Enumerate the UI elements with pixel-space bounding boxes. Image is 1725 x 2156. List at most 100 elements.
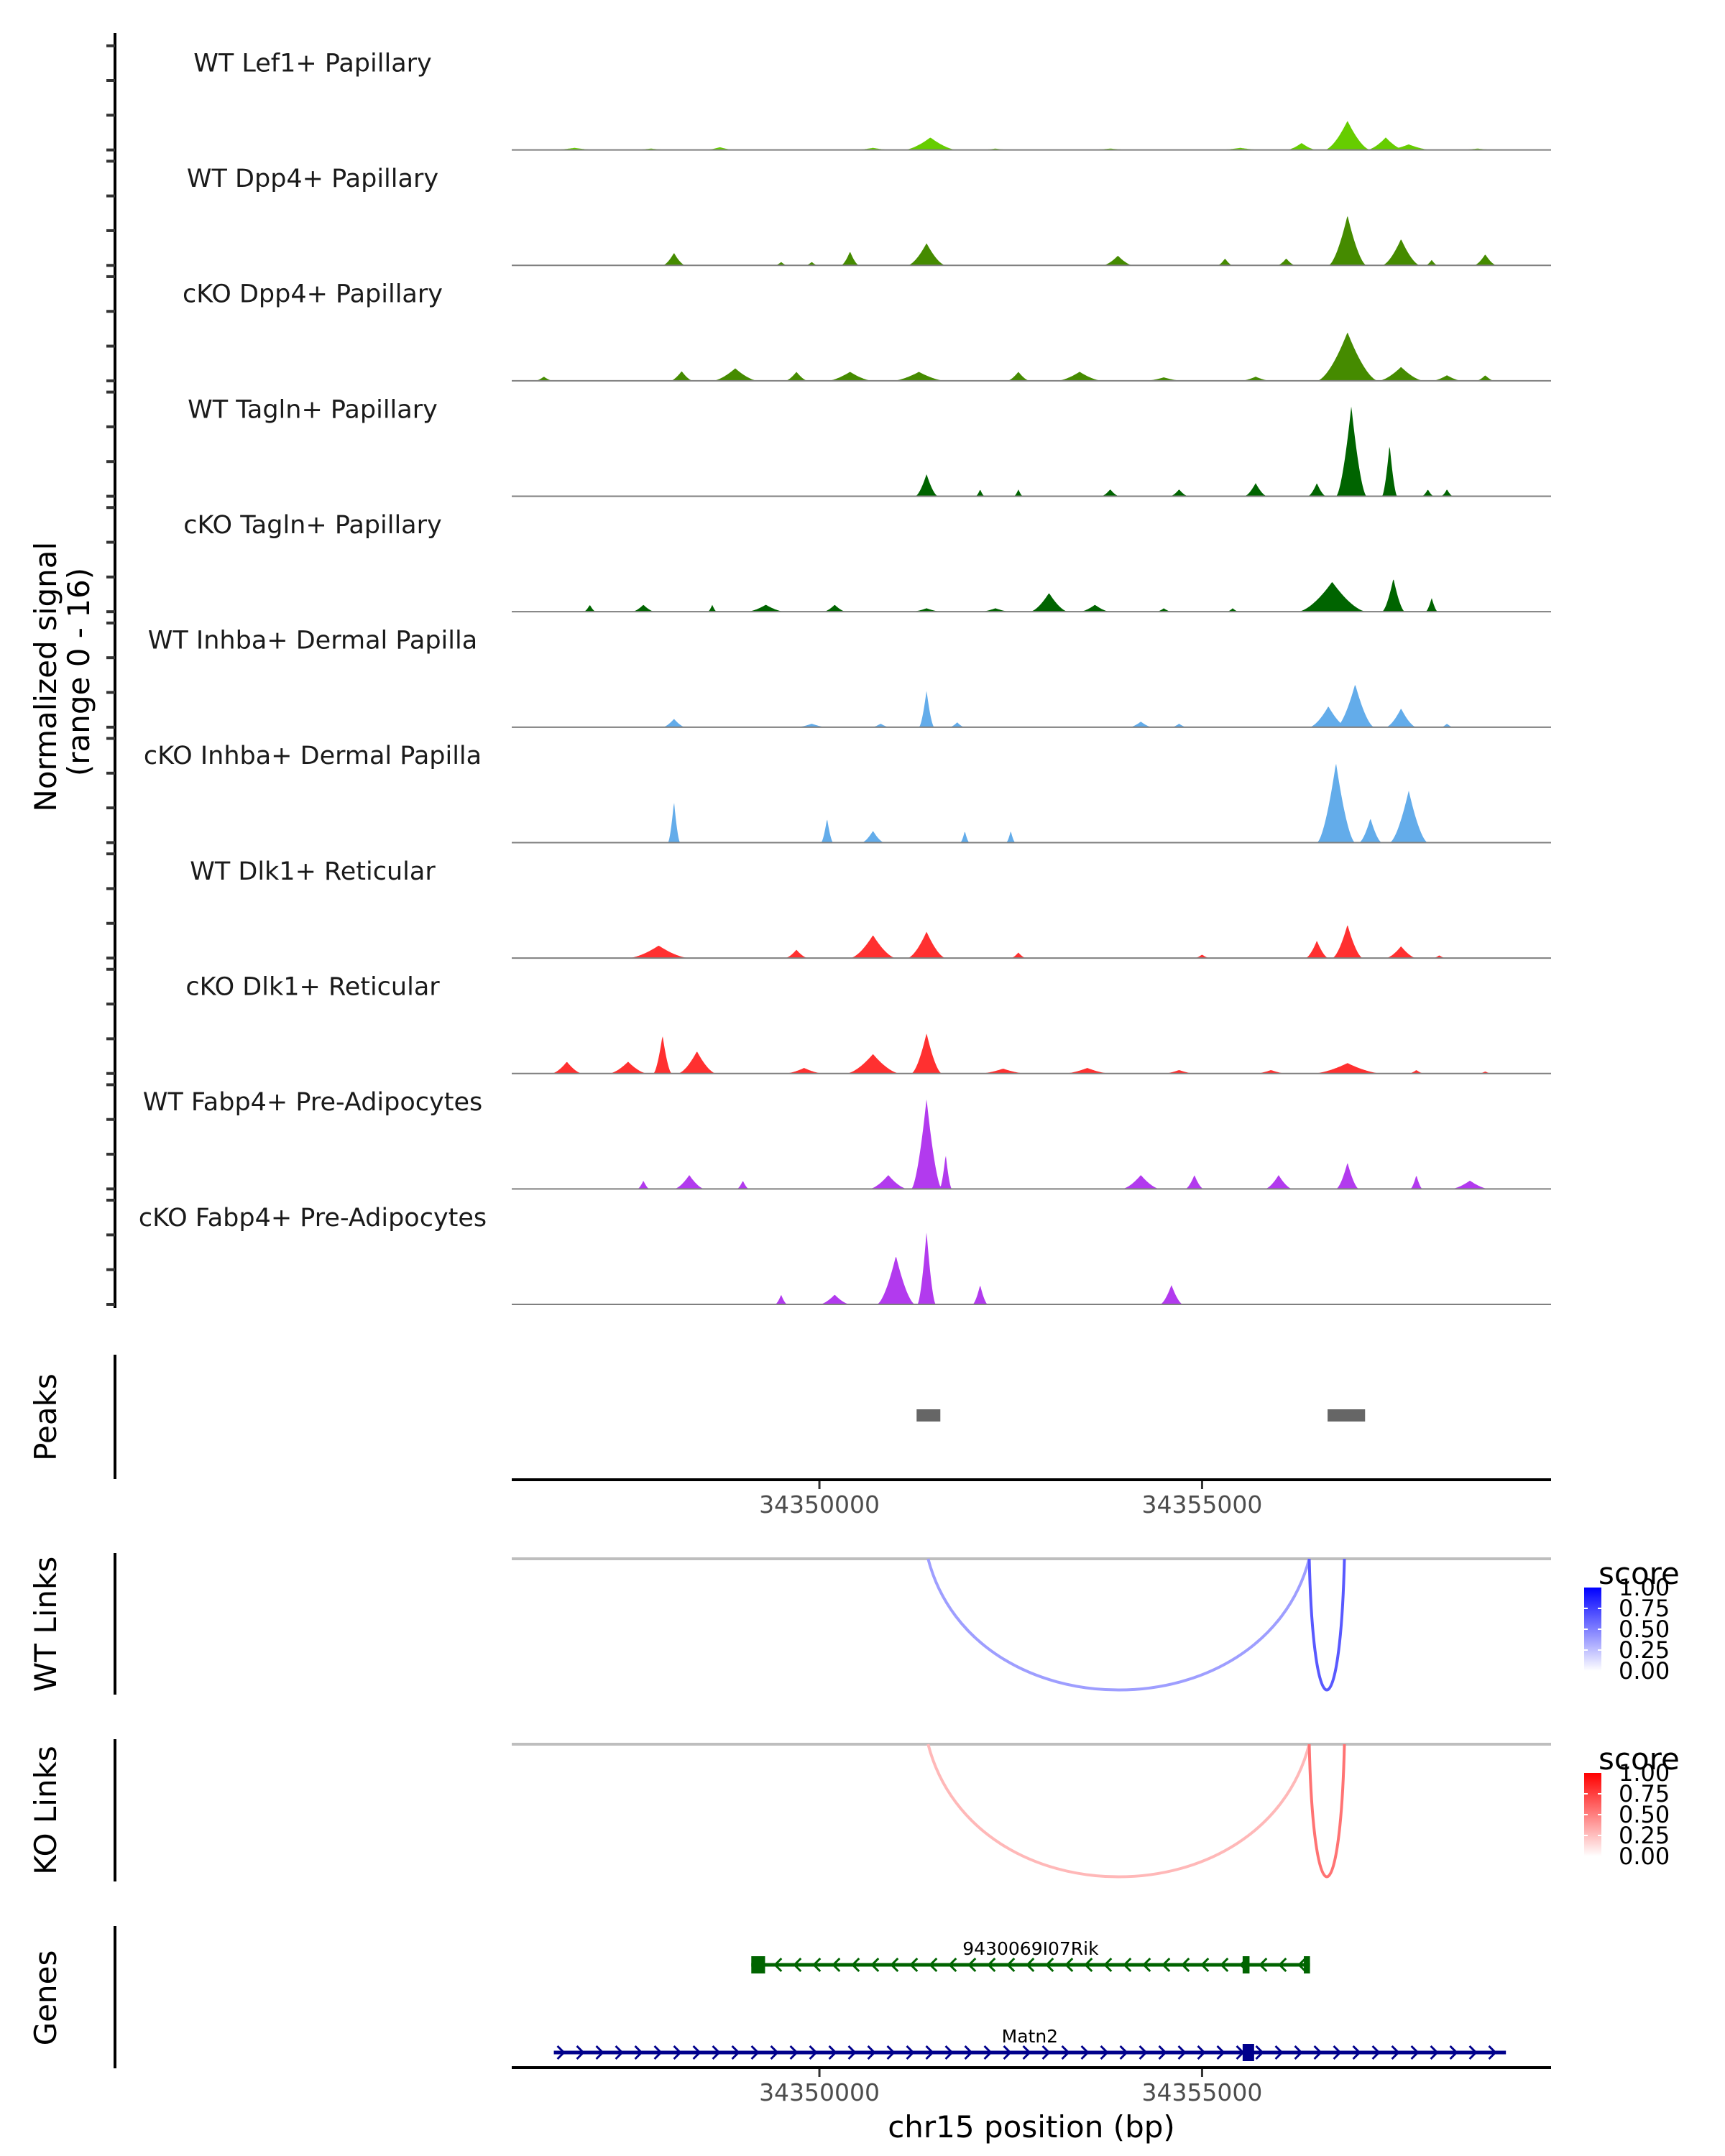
wt-score-legend: score 1.000.750.500.250.00 [1584, 1556, 1680, 1685]
strand-chevron-right-icon [731, 2045, 740, 2060]
coverage-track-label: cKO Dlk1+ Reticular [185, 972, 440, 1001]
strand-chevron-right-icon [1488, 2045, 1497, 2060]
strand-chevron-left-icon [1162, 1957, 1171, 1973]
strand-chevron-right-icon [1468, 2045, 1478, 2060]
strand-chevron-right-icon [1255, 2045, 1264, 2060]
strand-chevron-left-icon [1200, 1957, 1210, 1973]
strand-chevron-right-icon [1080, 2045, 1090, 2060]
strand-chevron-right-icon [1003, 2045, 1012, 2060]
link-arc [926, 1743, 1311, 1879]
strand-chevron-right-icon [750, 2045, 760, 2060]
peak-region [916, 1409, 941, 1422]
strand-chevron-left-icon [773, 1957, 783, 1973]
coverage-track-label: cKO Tagln+ Papillary [183, 511, 442, 540]
link-arc [1307, 1558, 1346, 1692]
strand-chevron-left-icon [909, 1957, 919, 1973]
coverage-track: cKO Dpp4+ Papillary [183, 280, 1551, 382]
legend-tick-label: 0.75 [1619, 1780, 1670, 1807]
coverage-area [512, 579, 1551, 612]
strand-chevron-left-icon [870, 1957, 880, 1973]
gene-exon [1242, 2044, 1254, 2061]
strand-chevron-right-icon [576, 2045, 585, 2060]
coverage-area [512, 406, 1551, 497]
coverage-track: WT Dlk1+ Reticular [190, 857, 1551, 959]
coverage-track: WT Inhba+ Dermal Papilla [148, 627, 1551, 728]
coverage-y-axis-title-line1: Normalized signal [28, 542, 63, 812]
gene-exon [751, 1956, 765, 1973]
coverage-tracks: WT Lef1+ Papillary WT Dpp4+ Papillary cKO … [139, 49, 1551, 1305]
ko-legend-title: score [1598, 1741, 1680, 1777]
strand-chevron-right-icon [847, 2045, 857, 2060]
strand-chevron-right-icon [983, 2045, 993, 2060]
coverage-y-axis-ticks [106, 44, 115, 1306]
strand-chevron-left-icon [929, 1957, 938, 1973]
x-axis-tick-label: 34350000 [759, 1491, 880, 1519]
coverage-track-label: WT Inhba+ Dermal Papilla [148, 627, 477, 655]
strand-chevron-right-icon [1430, 2045, 1439, 2060]
strand-chevron-right-icon [1177, 2045, 1187, 2060]
strand-chevron-right-icon [886, 2045, 896, 2060]
strand-chevron-right-icon [1449, 2045, 1458, 2060]
legend-tick-label: 0.25 [1619, 1636, 1670, 1664]
coverage-track-label: WT Lef1+ Papillary [193, 49, 432, 78]
strand-chevron-left-icon [1142, 1957, 1151, 1973]
coverage-track-label: WT Dlk1+ Reticular [190, 857, 436, 886]
wt-legend-title: score [1598, 1556, 1680, 1591]
strand-chevron-right-icon [1391, 2045, 1400, 2060]
strand-chevron-right-icon [1274, 2045, 1284, 2060]
strand-chevron-left-icon [1297, 1957, 1307, 1973]
coverage-track: cKO Tagln+ Papillary [183, 511, 1551, 613]
coverage-area [512, 763, 1551, 843]
x-axis-upper-ticks: 34350000 34355000 [759, 1481, 1262, 1519]
strand-chevron-left-icon [1045, 1957, 1054, 1973]
gene-exon [1304, 1956, 1310, 1973]
peak-region [1328, 1409, 1366, 1422]
strand-chevron-right-icon [1100, 2045, 1109, 2060]
strand-chevron-right-icon [867, 2045, 876, 2060]
ko-score-legend: score 1.000.750.500.250.00 [1584, 1741, 1680, 1870]
strand-chevron-right-icon [1352, 2045, 1361, 2060]
ko-links-title: KO Links [28, 1746, 63, 1875]
coverage-area [512, 121, 1551, 150]
strand-chevron-left-icon [987, 1957, 996, 1973]
strand-chevron-left-icon [1064, 1957, 1074, 1973]
coverage-track-label: cKO Inhba+ Dermal Papilla [144, 742, 482, 770]
strand-chevron-left-icon [1278, 1957, 1287, 1973]
strand-chevron-right-icon [809, 2045, 818, 2060]
strand-chevron-left-icon [793, 1957, 802, 1973]
strand-chevron-left-icon [1084, 1957, 1093, 1973]
genes-track-title: Genes [28, 1950, 63, 2046]
strand-chevron-right-icon [770, 2045, 779, 2060]
strand-chevron-left-icon [1006, 1957, 1016, 1973]
strand-chevron-left-icon [1103, 1957, 1113, 1973]
legend-tick-label: 0.75 [1619, 1595, 1670, 1622]
legend-tick-label: 0.00 [1619, 1843, 1670, 1870]
strand-chevron-right-icon [673, 2045, 682, 2060]
strand-chevron-right-icon [944, 2045, 954, 2060]
strand-chevron-left-icon [1123, 1957, 1132, 1973]
strand-chevron-right-icon [1371, 2045, 1381, 2060]
coverage-track: cKO Fabp4+ Pre-Adipocytes [139, 1204, 1551, 1305]
strand-chevron-right-icon [1138, 2045, 1148, 2060]
coverage-track: WT Tagln+ Papillary [188, 395, 1551, 497]
strand-chevron-right-icon [653, 2045, 663, 2060]
x-axis-tick-label: 34355000 [1141, 2078, 1262, 2106]
strand-chevron-left-icon [1259, 1957, 1268, 1973]
strand-chevron-right-icon [1158, 2045, 1167, 2060]
peaks-bars [916, 1409, 1366, 1422]
strand-chevron-right-icon [1022, 2045, 1031, 2060]
strand-chevron-left-icon [851, 1957, 860, 1973]
strand-chevron-right-icon [1333, 2045, 1342, 2060]
strand-chevron-right-icon [1410, 2045, 1420, 2060]
coverage-area [512, 925, 1551, 959]
strand-chevron-right-icon [789, 2045, 799, 2060]
strand-chevron-right-icon [634, 2045, 643, 2060]
x-axis-tick-label: 34350000 [759, 2078, 880, 2106]
strand-chevron-right-icon [1061, 2045, 1070, 2060]
coverage-track: WT Lef1+ Papillary [193, 49, 1551, 151]
wt-link-arcs [926, 1558, 1346, 1692]
gene-models: 9430069I07Rik Matn2 [553, 1938, 1506, 2061]
coverage-track-label: WT Tagln+ Papillary [188, 395, 438, 424]
legend-tick-label: 0.25 [1619, 1822, 1670, 1849]
strand-chevron-left-icon [1220, 1957, 1229, 1973]
